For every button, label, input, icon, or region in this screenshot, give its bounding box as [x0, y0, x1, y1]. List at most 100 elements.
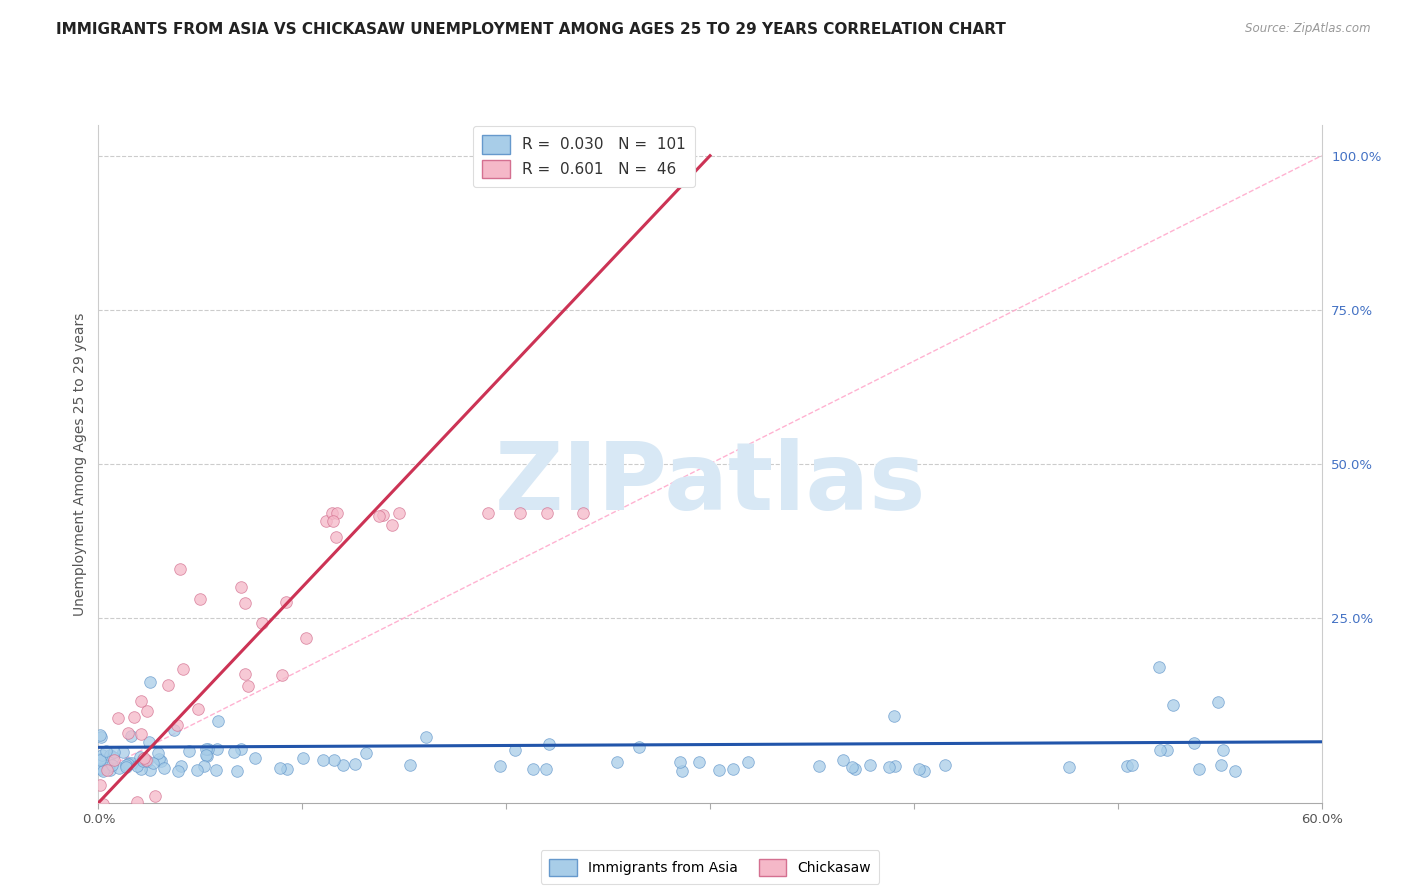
Point: [89, 751, 111, 765]
Point: [98, 747, 121, 762]
Point: [606, 755, 628, 769]
Point: [522, 762, 544, 776]
Point: [807, 758, 830, 772]
Point: [186, 763, 208, 777]
Point: [841, 760, 863, 774]
Point: [233, 666, 256, 681]
Point: [832, 753, 855, 767]
Point: [292, 751, 315, 765]
Point: [143, 789, 166, 803]
Point: [194, 747, 217, 762]
Point: [91, 747, 114, 762]
Point: [101, 814, 124, 829]
Point: [120, 729, 142, 743]
Point: [125, 795, 148, 809]
Point: [142, 756, 165, 771]
Point: [89, 753, 111, 767]
Point: [139, 674, 162, 689]
Point: [1209, 758, 1232, 772]
Point: [90, 730, 112, 744]
Point: [934, 758, 956, 772]
Point: [129, 693, 152, 707]
Point: [274, 594, 297, 608]
Point: [91, 797, 114, 811]
Point: [537, 737, 560, 751]
Point: [844, 762, 866, 776]
Point: [167, 764, 190, 778]
Point: [322, 753, 344, 767]
Point: [321, 506, 343, 520]
Point: [172, 662, 194, 676]
Point: [100, 764, 122, 778]
Point: [908, 762, 931, 776]
Point: [169, 561, 191, 575]
Point: [1115, 759, 1137, 773]
Point: [536, 506, 558, 520]
Point: [1206, 695, 1229, 709]
Point: [91, 764, 114, 778]
Point: [101, 750, 124, 764]
Point: [229, 742, 252, 756]
Point: [399, 758, 422, 772]
Point: [572, 506, 595, 520]
Point: [138, 763, 160, 777]
Point: [235, 596, 257, 610]
Point: [1149, 743, 1171, 757]
Point: [1212, 743, 1234, 757]
Point: [243, 750, 266, 764]
Legend: Immigrants from Asia, Chickasaw: Immigrants from Asia, Chickasaw: [541, 850, 879, 884]
Point: [94, 744, 117, 758]
Point: [117, 726, 139, 740]
Point: [90, 761, 112, 775]
Point: [135, 754, 157, 768]
Point: [325, 506, 347, 520]
Point: [315, 514, 337, 528]
Point: [356, 746, 378, 760]
Point: [136, 704, 159, 718]
Point: [163, 723, 186, 737]
Point: [103, 753, 125, 767]
Point: [107, 761, 129, 775]
Point: [343, 756, 366, 771]
Point: [381, 518, 404, 533]
Point: [118, 756, 141, 771]
Point: [1156, 742, 1178, 756]
Point: [187, 702, 209, 716]
Point: [294, 631, 316, 645]
Point: [114, 758, 136, 772]
Point: [207, 714, 229, 728]
Point: [276, 763, 298, 777]
Point: [195, 748, 218, 763]
Point: [225, 764, 247, 779]
Point: [90, 762, 112, 776]
Point: [688, 755, 710, 769]
Point: [488, 759, 510, 773]
Point: [97, 759, 120, 773]
Point: [721, 762, 744, 776]
Point: [325, 530, 347, 544]
Point: [129, 750, 152, 764]
Point: [132, 752, 155, 766]
Point: [236, 679, 259, 693]
Point: [197, 742, 219, 756]
Point: [207, 742, 229, 756]
Point: [250, 616, 273, 631]
Point: [415, 730, 437, 744]
Point: [132, 754, 155, 768]
Point: [138, 735, 160, 749]
Point: [107, 711, 129, 725]
Point: [269, 762, 291, 776]
Point: [89, 728, 111, 742]
Point: [231, 580, 253, 594]
Point: [503, 743, 526, 757]
Point: [101, 757, 124, 772]
Point: [627, 740, 650, 755]
Point: [103, 745, 125, 759]
Point: [859, 758, 882, 772]
Point: [108, 814, 131, 829]
Point: [195, 742, 218, 756]
Point: [707, 763, 730, 777]
Point: [912, 764, 935, 779]
Point: [112, 745, 135, 759]
Point: [124, 812, 146, 826]
